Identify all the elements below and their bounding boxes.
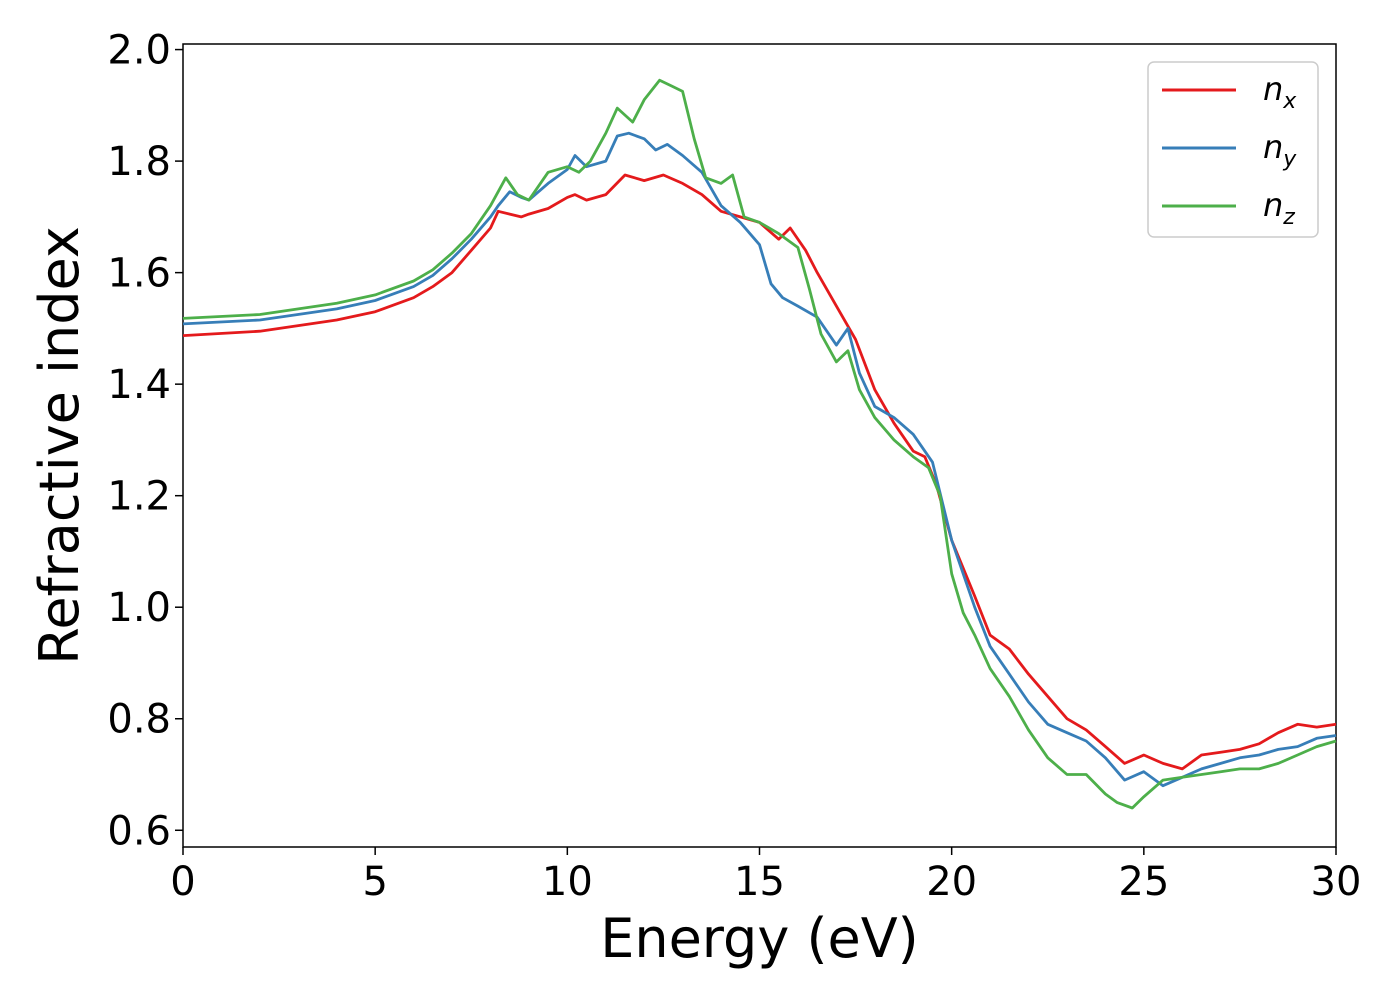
- x-axis-ticks: 0 5 10 15 20 25 30: [170, 847, 1361, 905]
- x-tick-label: 15: [734, 859, 785, 905]
- y-tick-label: 1.0: [107, 585, 171, 631]
- y-tick-label: 1.6: [107, 251, 171, 297]
- series-layer: [182, 78, 1337, 810]
- x-axis-title: Energy (eV): [600, 907, 919, 970]
- x-tick-label: 30: [1311, 859, 1362, 905]
- series-line-x: [182, 173, 1337, 771]
- y-axis-ticks: 0.6 0.8 1.0 1.2 1.4 1.6 1.8 2.0: [107, 28, 183, 854]
- y-tick-label: 1.8: [107, 139, 171, 185]
- y-tick-label: 0.6: [107, 808, 171, 854]
- x-tick-label: 5: [362, 859, 387, 905]
- x-tick-label: 25: [1118, 859, 1169, 905]
- legend: nx ny nz: [1147, 61, 1319, 238]
- y-tick-label: 1.4: [107, 362, 171, 408]
- x-tick-label: 0: [170, 859, 195, 905]
- y-tick-label: 2.0: [107, 28, 171, 74]
- legend-label-z: nz: [1263, 186, 1295, 230]
- y-axis-title: Refractive index: [28, 226, 91, 665]
- series-line-y: [182, 131, 1337, 788]
- y-tick-label: 0.8: [107, 697, 171, 743]
- y-tick-label: 1.2: [107, 474, 171, 520]
- x-tick-label: 20: [926, 859, 977, 905]
- series-line-z: [182, 78, 1337, 810]
- legend-label-y: ny: [1263, 128, 1297, 172]
- legend-label-x: nx: [1263, 70, 1297, 114]
- x-tick-label: 10: [542, 859, 593, 905]
